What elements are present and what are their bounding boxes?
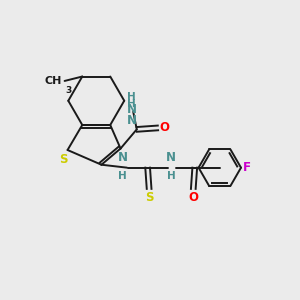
Text: N: N xyxy=(127,114,137,127)
Text: O: O xyxy=(159,122,170,134)
Text: H: H xyxy=(128,99,136,110)
Text: H: H xyxy=(118,171,127,181)
Text: S: S xyxy=(59,153,68,166)
Text: S: S xyxy=(145,191,153,204)
Text: O: O xyxy=(188,191,198,204)
Text: 3: 3 xyxy=(65,86,71,95)
Text: N: N xyxy=(118,151,128,164)
Text: H: H xyxy=(128,92,136,102)
Text: H: H xyxy=(167,171,176,181)
Text: CH: CH xyxy=(45,76,62,86)
Text: N: N xyxy=(127,103,137,116)
Text: N: N xyxy=(166,151,176,164)
Text: F: F xyxy=(243,161,251,174)
